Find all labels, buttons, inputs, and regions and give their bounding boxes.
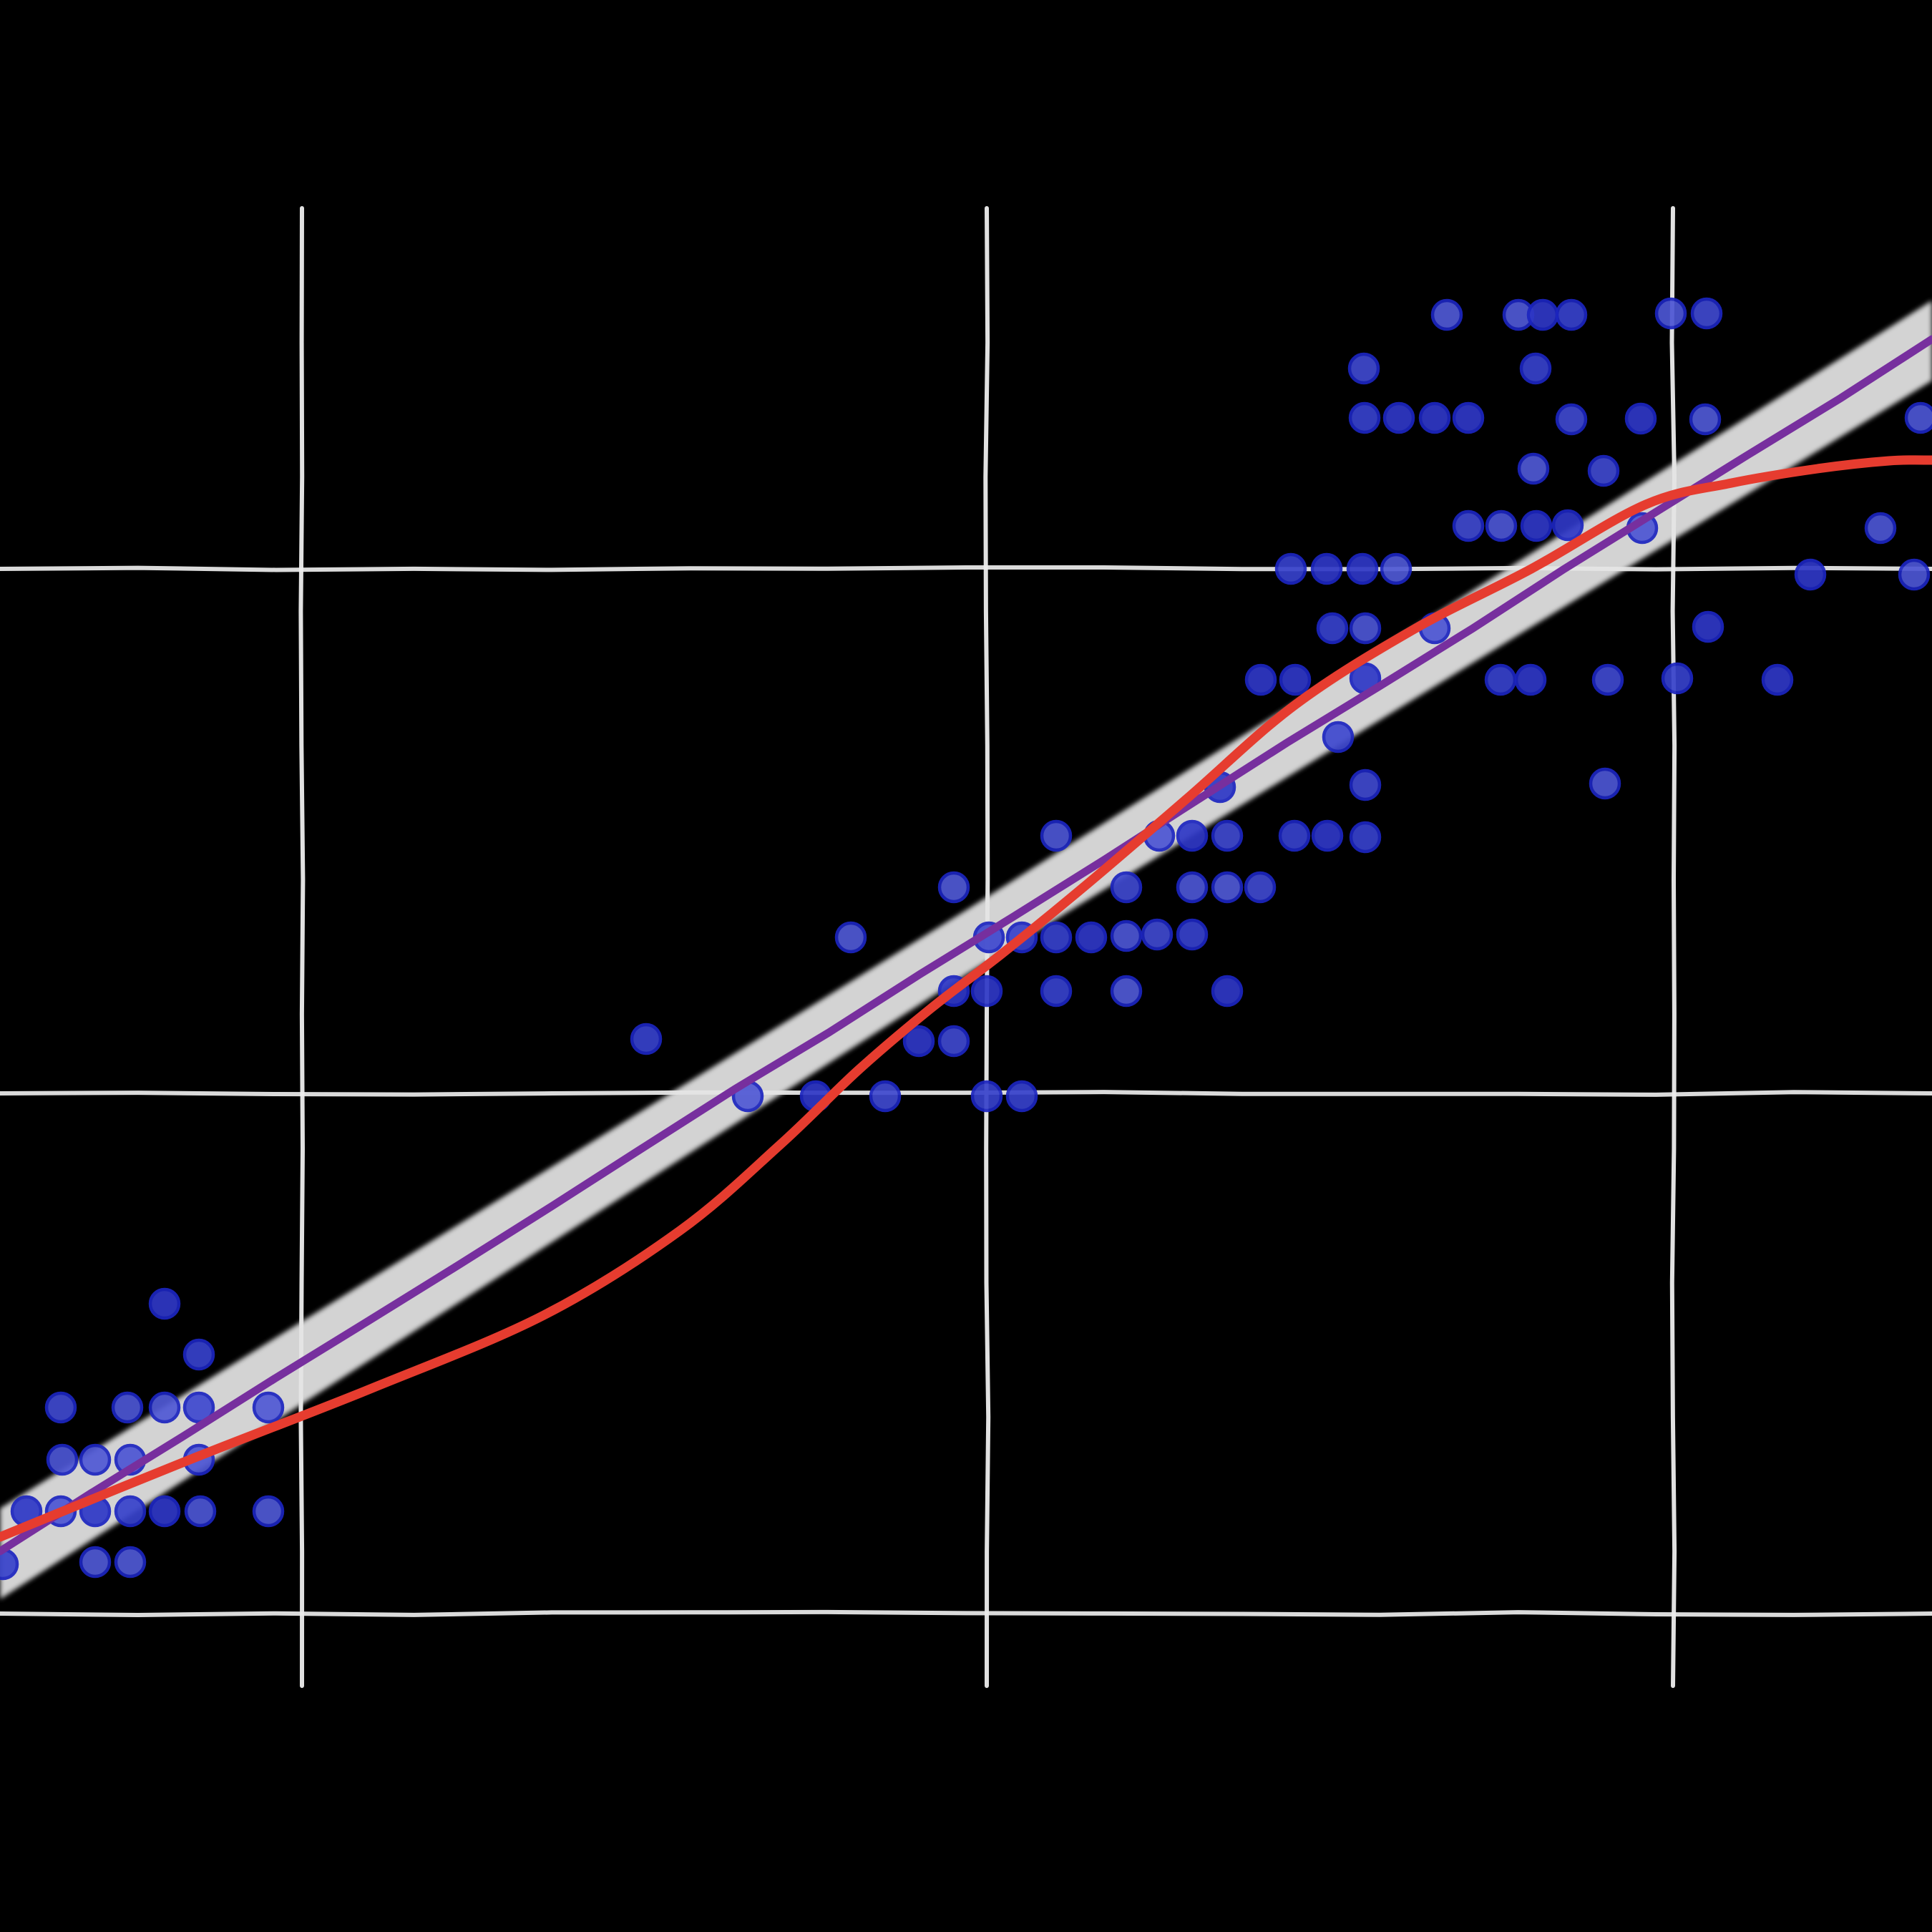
data-point: [1526, 298, 1559, 331]
data-point: [1316, 612, 1349, 645]
data-point: [1904, 401, 1932, 434]
data-point: [1176, 871, 1209, 904]
data-point: [937, 871, 970, 904]
data-point: [1654, 297, 1687, 330]
data-point: [1794, 558, 1827, 591]
data-point: [1692, 610, 1724, 643]
data-point: [1520, 509, 1553, 542]
data-point: [1514, 663, 1547, 696]
data-point: [114, 1495, 147, 1528]
data-point: [1349, 821, 1382, 854]
data-point: [1176, 819, 1209, 852]
data-point: [252, 1495, 285, 1528]
linear-regression-line: [0, 335, 1932, 1556]
data-point: [1311, 819, 1344, 852]
data-point: [1346, 552, 1379, 585]
data-point: [46, 1443, 79, 1476]
lowess-smooth-curve: [0, 455, 1932, 1542]
data-point: [1075, 921, 1108, 954]
data-point: [1382, 401, 1415, 434]
data-point: [184, 1495, 217, 1528]
data-point: [114, 1546, 147, 1579]
vertical-gridline: [298, 206, 306, 1688]
data-point: [1211, 871, 1244, 904]
data-point: [1110, 919, 1143, 952]
data-point: [111, 1391, 144, 1424]
data-point: [834, 921, 867, 954]
data-point: [1278, 819, 1311, 852]
data-points: [0, 297, 1932, 1581]
data-point: [970, 1080, 1003, 1113]
data-point: [1040, 921, 1073, 954]
data-point: [1517, 452, 1550, 485]
data-point: [630, 1023, 663, 1055]
data-point: [1452, 401, 1485, 434]
data-point: [1898, 558, 1931, 591]
data-point: [1349, 769, 1382, 801]
data-point: [937, 1025, 970, 1058]
data-point: [1005, 1080, 1038, 1113]
vertical-gridline: [1669, 206, 1677, 1688]
data-point: [79, 1546, 112, 1579]
data-point: [1141, 918, 1174, 951]
horizontal-gridline: [0, 565, 1932, 572]
data-point: [148, 1287, 181, 1320]
linear-fit-line: [0, 335, 1932, 1556]
data-point: [1244, 663, 1277, 696]
data-point: [1555, 298, 1588, 331]
data-point: [1551, 509, 1584, 542]
data-point: [1519, 352, 1552, 385]
horizontal-gridline: [0, 1609, 1932, 1618]
data-point: [1380, 552, 1413, 585]
data-point: [1322, 721, 1355, 753]
data-point: [1040, 975, 1073, 1008]
data-point: [869, 1080, 902, 1113]
data-point: [1349, 612, 1382, 645]
data-point: [1689, 403, 1722, 436]
data-point: [1430, 298, 1463, 331]
data-point: [1661, 662, 1694, 695]
data-point: [1211, 819, 1244, 852]
data-point: [1589, 767, 1621, 800]
data-point: [1484, 663, 1517, 696]
data-point: [1347, 352, 1380, 385]
data-point: [1110, 975, 1143, 1008]
data-point: [1040, 819, 1073, 852]
data-point: [1761, 663, 1794, 696]
data-point: [902, 1025, 935, 1058]
data-point: [182, 1338, 215, 1371]
data-point: [148, 1391, 181, 1424]
data-point: [1624, 402, 1657, 435]
lowess-curve: [0, 455, 1932, 1542]
data-point: [1211, 975, 1244, 1008]
data-point: [1274, 552, 1307, 585]
data-point: [1110, 871, 1143, 904]
data-point: [252, 1391, 285, 1424]
data-point: [1864, 512, 1897, 545]
data-point: [1591, 663, 1624, 696]
data-point: [1279, 663, 1312, 696]
data-point: [1244, 871, 1277, 904]
data-point: [970, 975, 1003, 1008]
horizontal-gridline: [0, 1090, 1932, 1097]
data-point: [1176, 918, 1209, 951]
data-point: [1418, 401, 1451, 434]
data-point: [1348, 401, 1381, 434]
data-point: [1587, 454, 1620, 487]
data-point: [44, 1391, 77, 1424]
data-point: [1485, 509, 1518, 542]
data-point: [1310, 552, 1343, 585]
data-point: [1555, 403, 1588, 436]
data-point: [1690, 297, 1723, 330]
data-point: [148, 1495, 181, 1528]
data-point: [1452, 509, 1485, 542]
data-point: [79, 1443, 112, 1476]
